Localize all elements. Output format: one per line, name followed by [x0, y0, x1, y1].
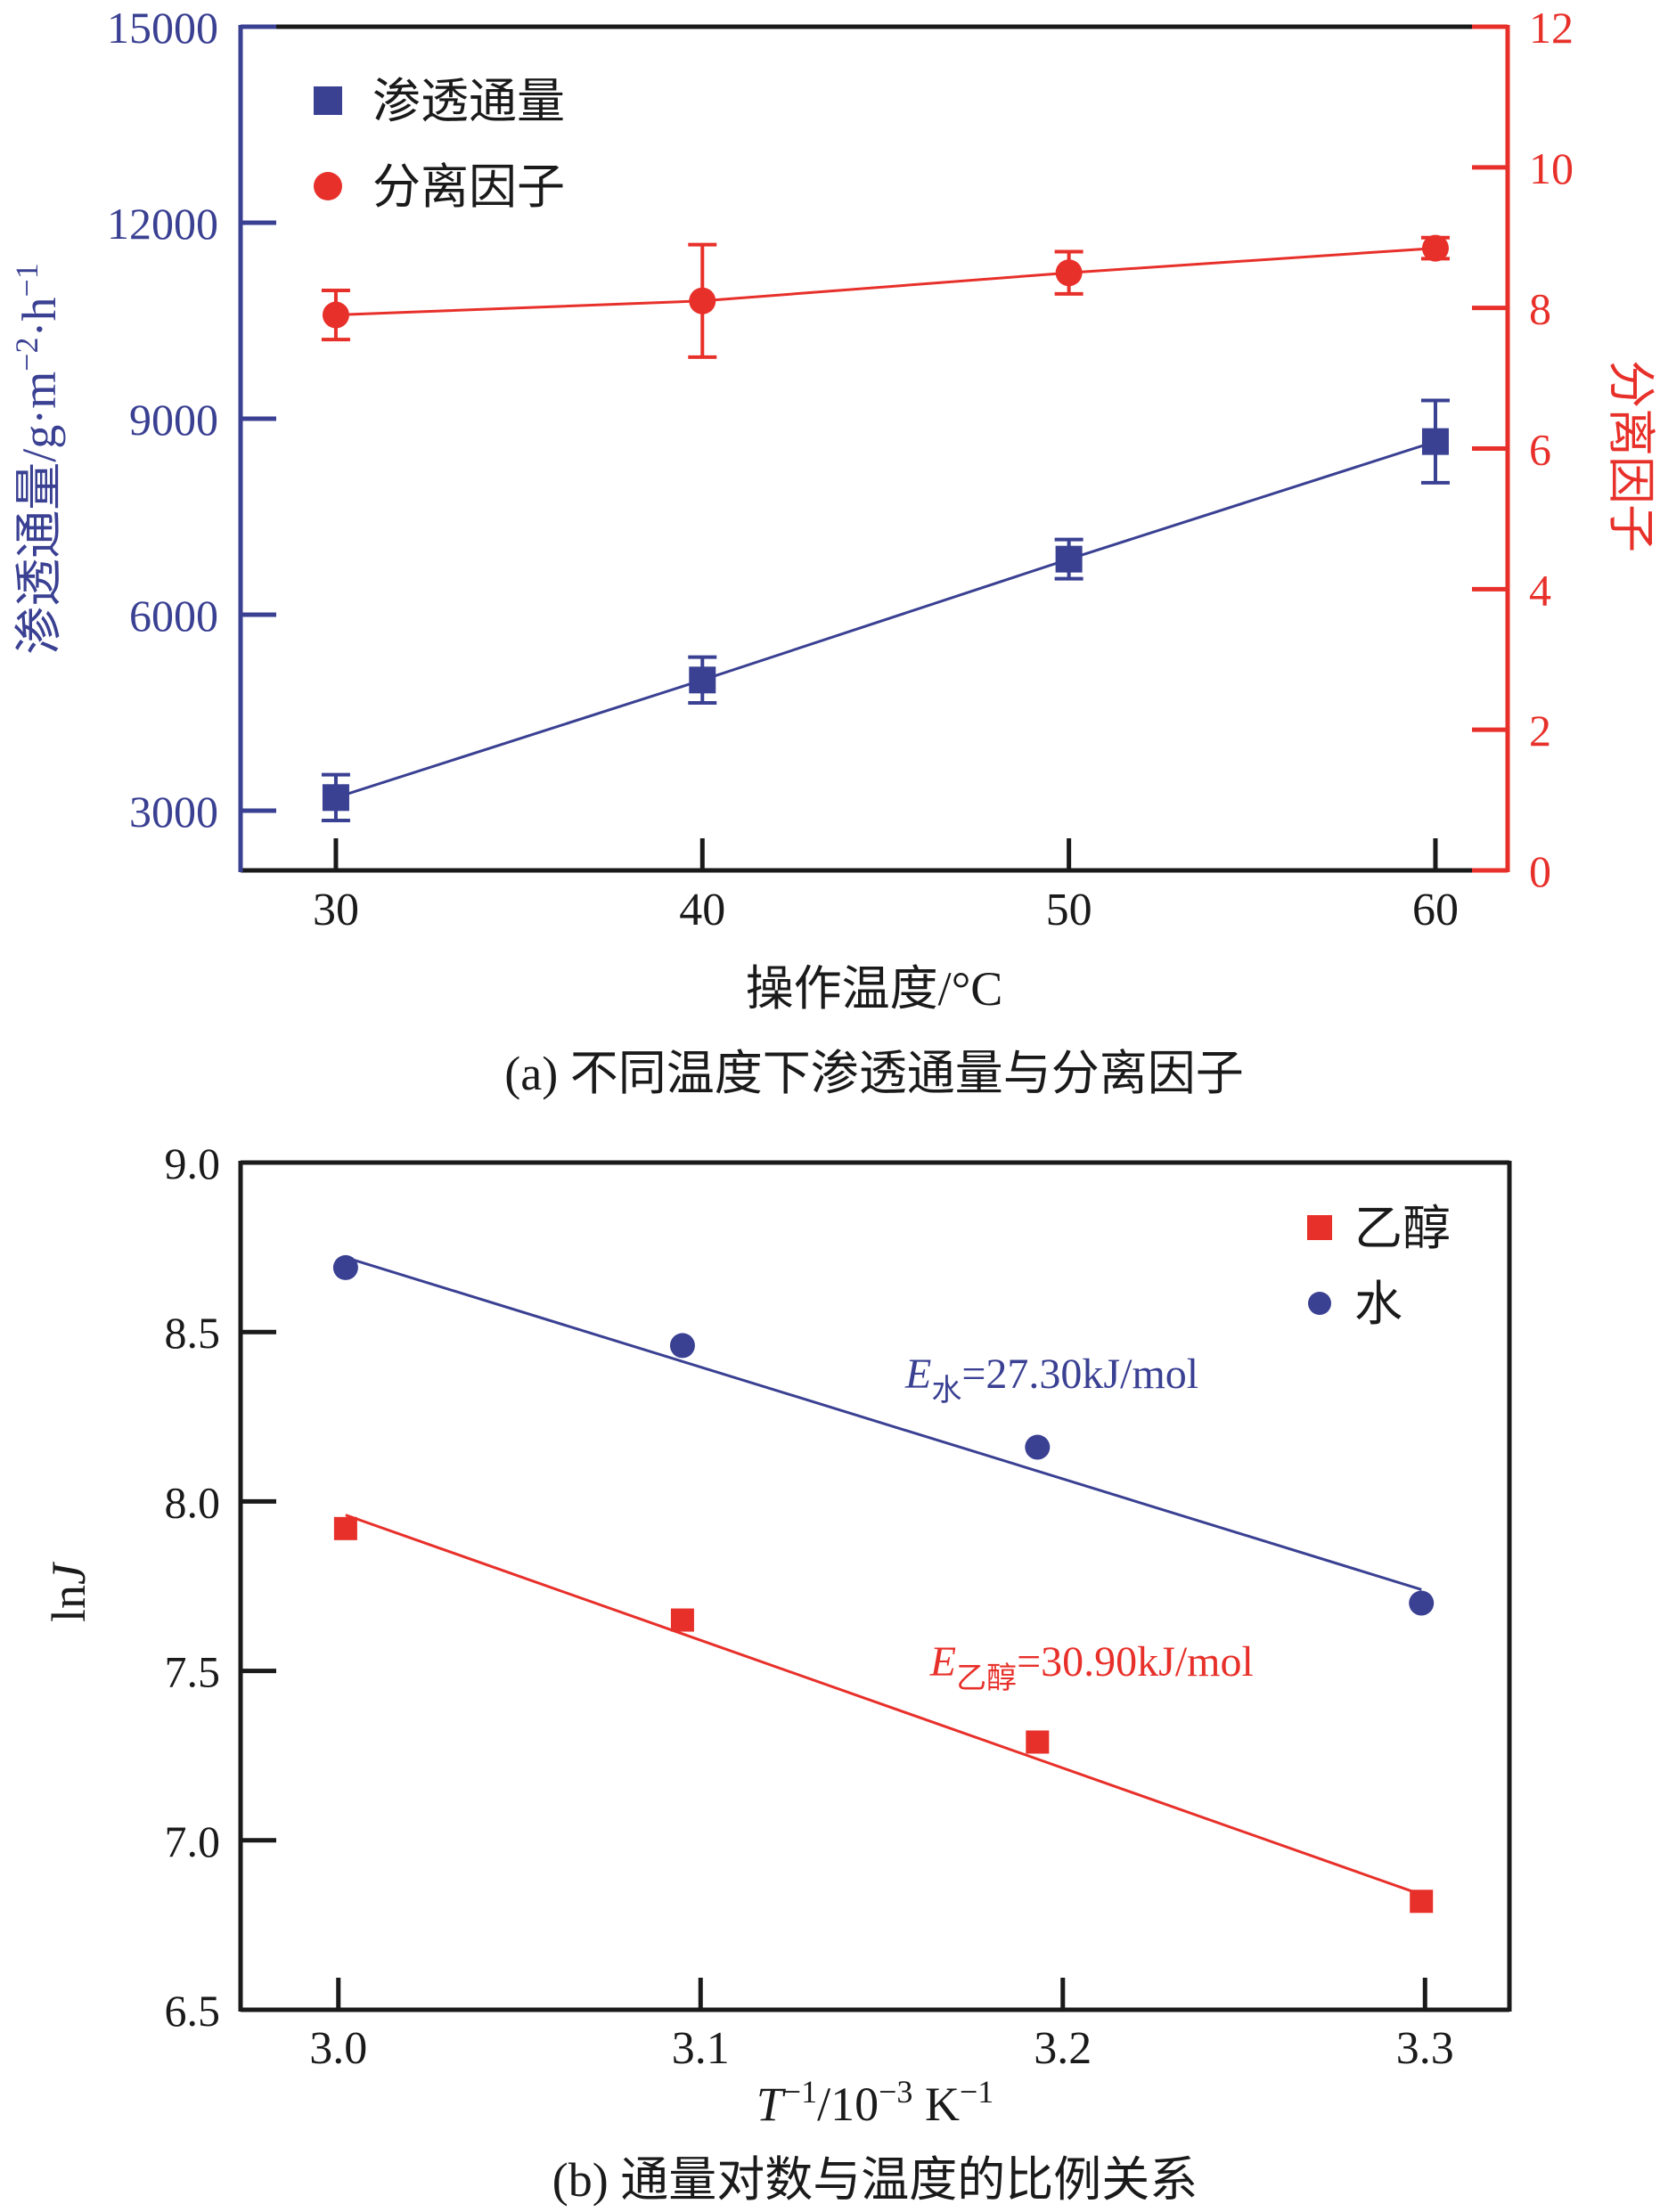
tick-label: 3.0: [309, 2023, 367, 2074]
y-axis-title: lnJ: [42, 1561, 95, 1622]
legend-item-separation-factor: 分离因子: [314, 160, 565, 214]
tick-label: 3000: [129, 787, 218, 837]
data-point-marker: [322, 301, 349, 329]
tick-label: 4: [1529, 565, 1551, 615]
data-point-marker: [1055, 259, 1083, 287]
tick-label: 50: [1046, 885, 1092, 935]
tick-label: 12000: [107, 199, 218, 249]
water-series: E水=27.30kJ/mol: [332, 1254, 1435, 1616]
tick-label: 9000: [129, 395, 218, 445]
tick-label: 2: [1529, 706, 1551, 755]
chart-a: 3000 6000 9000 12000 15000 0 2 4 6 8 10 12 30 40 50 60 渗…: [9, 3, 1657, 1100]
left-axis: 3000 6000 9000 12000 15000: [107, 3, 276, 837]
tick-label: 7.5: [165, 1647, 221, 1697]
water-fit-line: [345, 1256, 1422, 1591]
tick-label: 10: [1529, 143, 1574, 193]
data-point-marker: [1025, 1434, 1051, 1460]
tick-label: 8.5: [165, 1308, 221, 1358]
right-axis-title: 分离因子: [1604, 360, 1657, 552]
data-point-marker: [1410, 1890, 1434, 1914]
data-point-marker: [1409, 1590, 1435, 1616]
tick-label: 0: [1529, 846, 1551, 896]
left-axis-title: 渗透通量/g·m−2·h−1: [9, 263, 66, 655]
tick-label: 12: [1529, 3, 1574, 53]
panel-caption: (b) 通量对数与温度的比例关系: [552, 2153, 1198, 2207]
x-axis: 30 40 50 60: [313, 838, 1459, 935]
data-point-marker: [1421, 428, 1449, 455]
tick-label: 6.5: [165, 1986, 221, 2036]
ethanol-series: E乙醇=30.90kJ/mol: [333, 1514, 1434, 1914]
plot-border: [238, 24, 1510, 873]
panel-caption: (a) 不同温度下渗透通量与分离因子: [504, 1047, 1243, 1100]
legend-label: 乙醇: [1354, 1202, 1451, 1255]
chart-b: E乙醇=30.90kJ/mol E水=27.30kJ/mol 6.5 7.0 7.5 8.…: [42, 1139, 1512, 2207]
tick-label: 3.3: [1396, 2023, 1454, 2074]
tick-label: 60: [1412, 885, 1459, 935]
legend-label: 分离因子: [372, 160, 565, 214]
permeation-flux-line: [335, 440, 1436, 799]
x-axis: 3.0 3.1 3.2 3.3: [309, 1978, 1454, 2074]
tick-label: 6000: [129, 591, 218, 641]
ethanol-fit-line: [345, 1514, 1422, 1897]
ethanol-annotation: E乙醇=30.90kJ/mol: [929, 1638, 1254, 1695]
y-axis: 6.5 7.0 7.5 8.0 8.5 9.0: [165, 1139, 276, 2036]
water-annotation: E水=27.30kJ/mol: [904, 1351, 1198, 1408]
separation-factor-series: [321, 234, 1450, 359]
tick-label: 8.0: [165, 1477, 221, 1527]
tick-label: 7.0: [165, 1816, 221, 1866]
tick-label: 3.2: [1034, 2023, 1092, 2074]
tick-label: 30: [313, 885, 359, 935]
legend-item-ethanol: 乙醇: [1307, 1202, 1451, 1255]
tick-label: 8: [1529, 284, 1551, 334]
legend-circle-marker: [314, 172, 342, 200]
legend-square-marker: [1307, 1215, 1332, 1240]
x-axis-title: 操作温度/°C: [746, 962, 1003, 1016]
legend-item-permeation-flux: 渗透通量: [314, 75, 565, 128]
data-point-marker: [1055, 545, 1083, 573]
data-point-marker: [670, 1608, 694, 1632]
separation-factor-line: [335, 247, 1436, 317]
tick-label: 3.1: [672, 2023, 730, 2074]
data-point-marker: [669, 1333, 695, 1359]
tick-label: 9.0: [165, 1139, 221, 1188]
data-point-marker: [1421, 234, 1449, 262]
legend-item-water: 水: [1308, 1277, 1402, 1331]
tick-label: 40: [679, 885, 725, 935]
right-axis: 0 2 4 6 8 10 12: [1472, 3, 1574, 896]
plot-border: [238, 1160, 1512, 2012]
permeation-flux-series: [321, 398, 1450, 822]
legend-label: 水: [1354, 1277, 1402, 1331]
tick-label: 6: [1529, 425, 1551, 475]
x-axis-title: T−1/10−3 K−1: [756, 2074, 994, 2131]
legend-square-marker: [314, 86, 342, 115]
data-point-marker: [333, 1516, 357, 1540]
data-point-marker: [322, 784, 349, 812]
data-point-marker: [689, 666, 716, 694]
data-point-marker: [689, 287, 716, 314]
legend-circle-marker: [1308, 1292, 1331, 1315]
legend-label: 渗透通量: [372, 75, 565, 128]
data-point-marker: [332, 1254, 358, 1280]
data-point-marker: [1026, 1730, 1050, 1754]
tick-label: 15000: [107, 3, 218, 53]
